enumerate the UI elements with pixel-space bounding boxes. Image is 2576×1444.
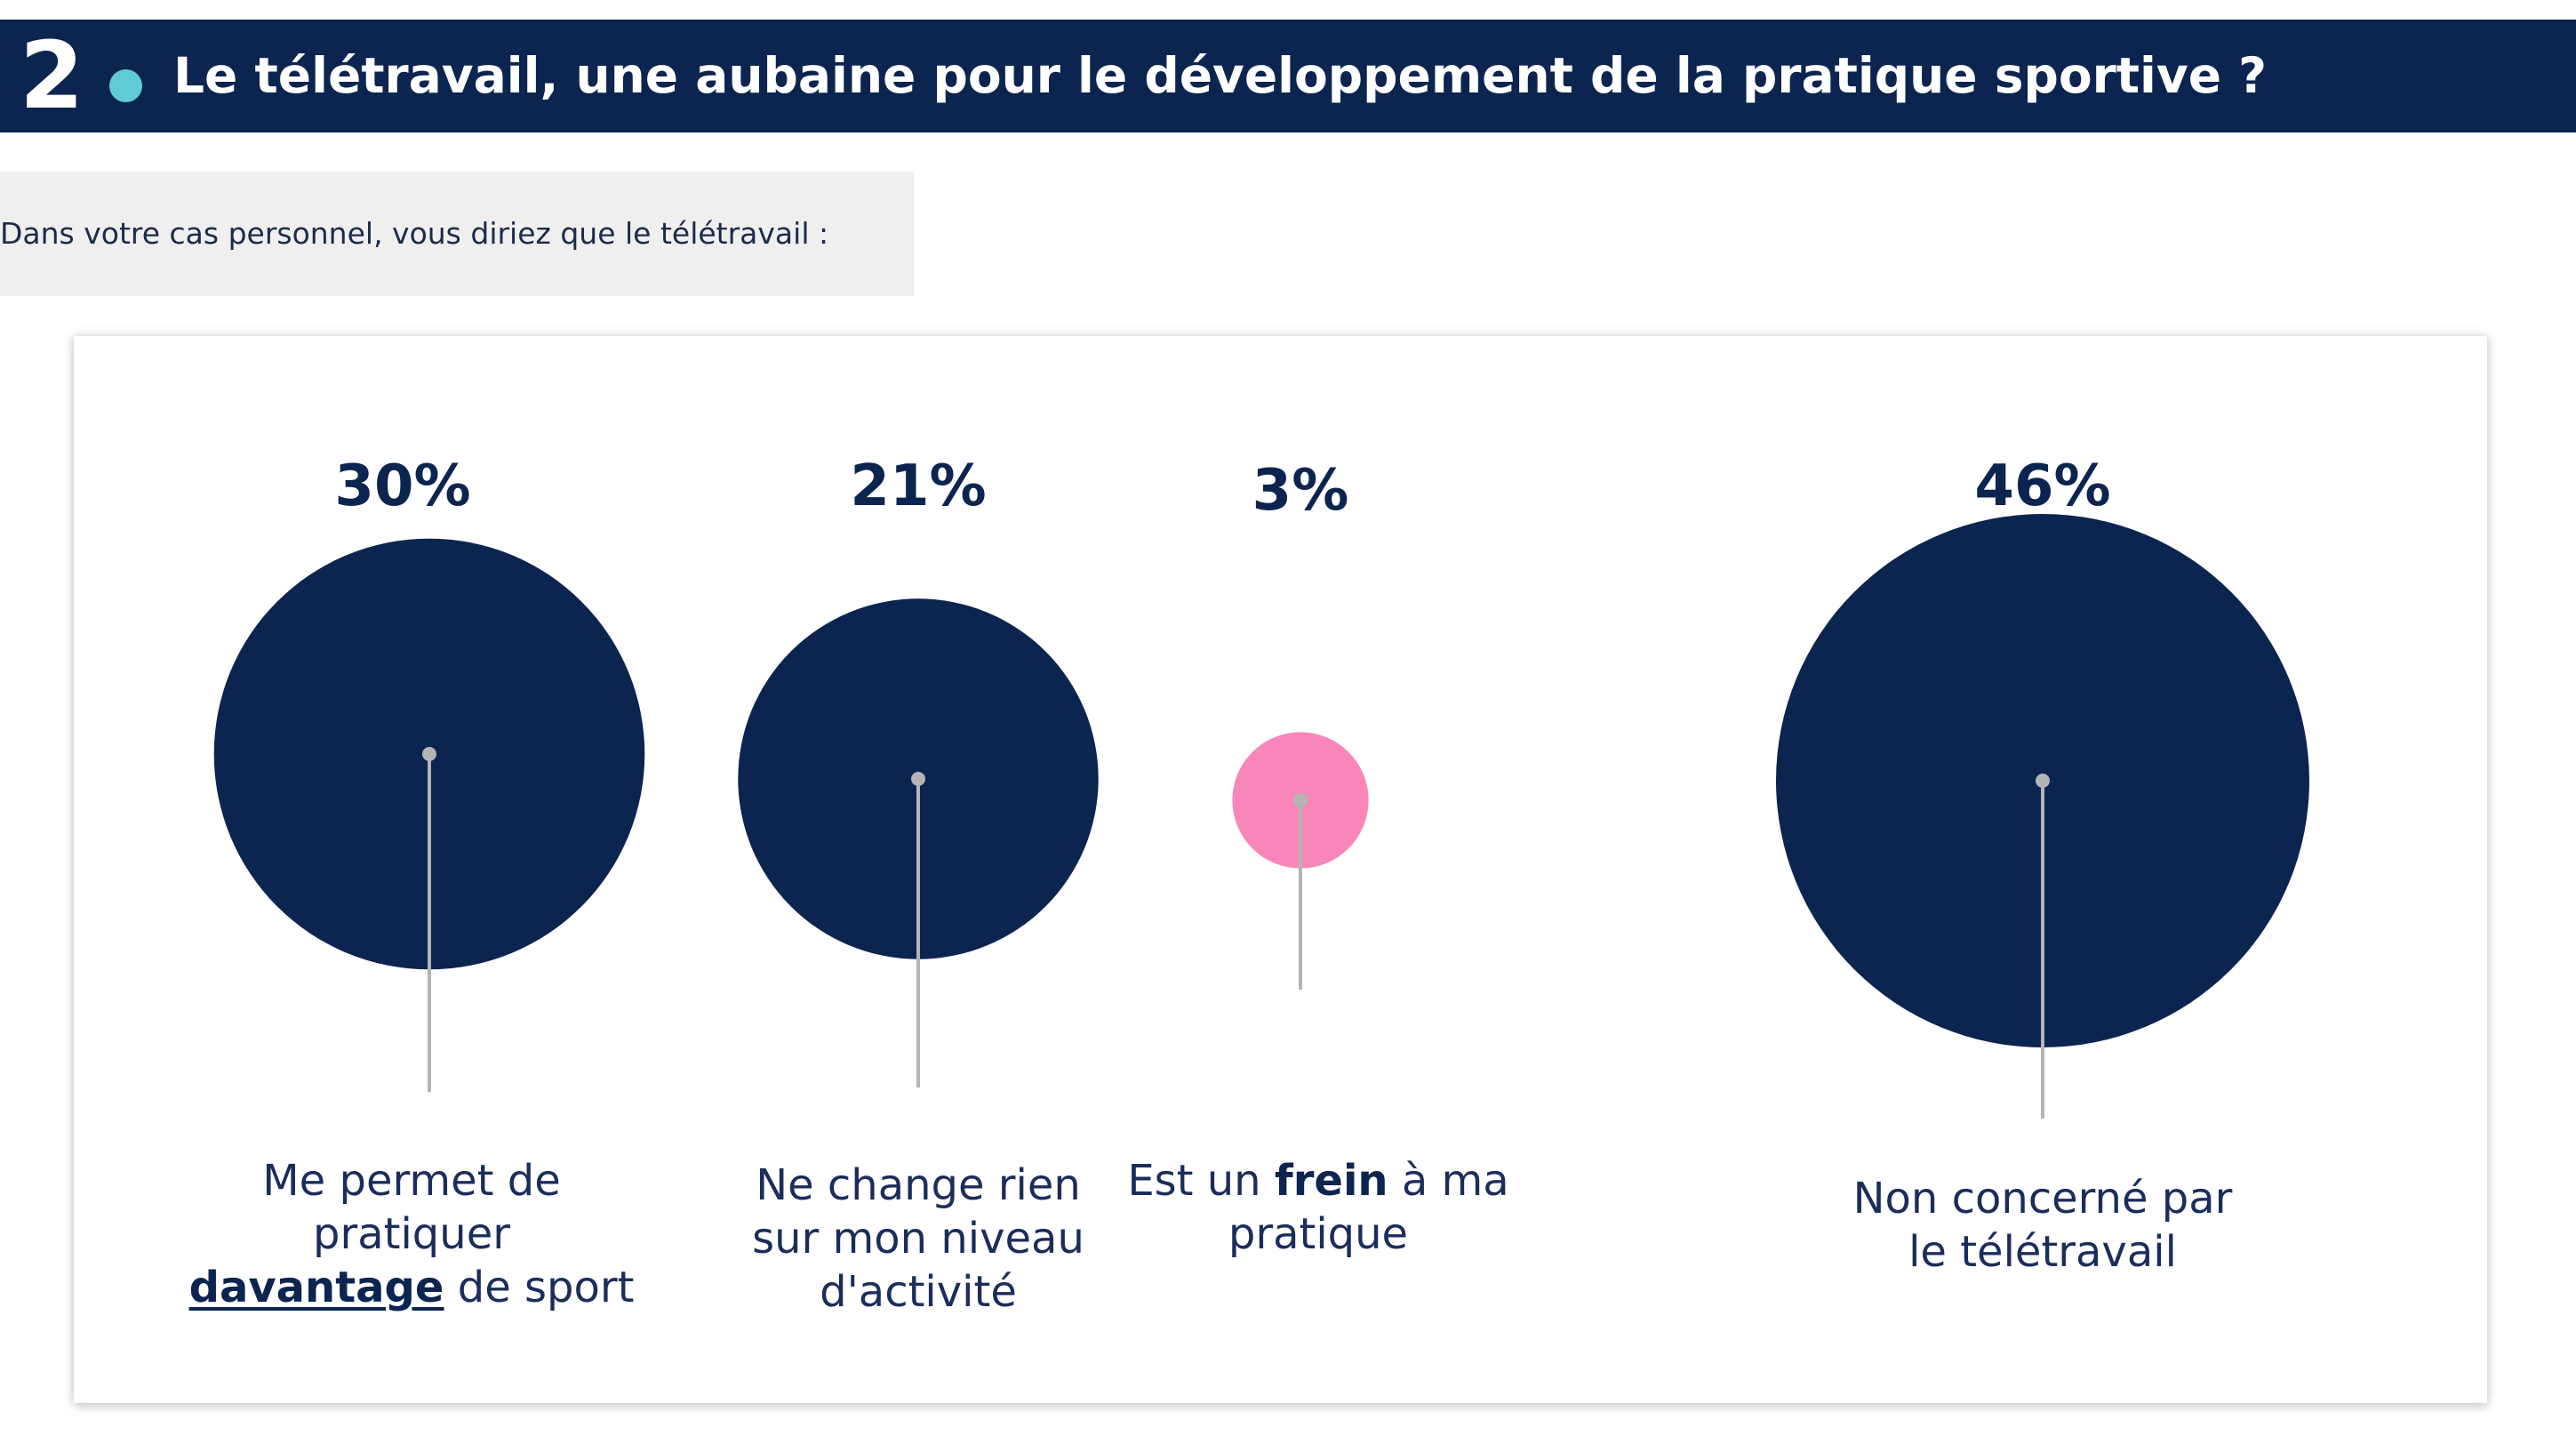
value-label: 46%	[1974, 453, 2110, 519]
category-label-part: de sport	[444, 1263, 635, 1312]
category-label-part: Me permet de	[262, 1156, 561, 1206]
category-label-part: pratiquer	[313, 1209, 510, 1259]
bubble-group: 46%	[1776, 453, 2309, 1119]
header-banner: 2 Le télétravail, une aubaine pour le dé…	[0, 20, 2576, 132]
bubble-center-dot	[911, 772, 925, 786]
category-label-part: davantage	[188, 1263, 444, 1312]
category-label: Non concerné par le télétravail	[1794, 1172, 2292, 1279]
category-label-part: d'activité	[820, 1267, 1017, 1317]
chart-card: 30% 21% 3% 46% Me permet de pratiquer davanta…	[74, 336, 2487, 1403]
category-label: Me permet de pratiquer davantage de sport	[145, 1154, 678, 1314]
category-label-part: Non concerné par	[1852, 1174, 2233, 1223]
bubble-group: 3%	[1232, 458, 1369, 990]
value-label: 21%	[850, 453, 986, 519]
category-label-part: à ma	[1388, 1156, 1509, 1206]
category-label-part: le télétravail	[1908, 1227, 2177, 1277]
value-label: 30%	[334, 453, 470, 519]
bullet-dot-icon	[109, 69, 142, 102]
question-text: Dans votre cas personnel, vous diriez qu…	[0, 216, 829, 251]
category-label-part: pratique	[1228, 1209, 1409, 1259]
bubble-group: 30%	[213, 453, 645, 1092]
value-label: 3%	[1252, 458, 1349, 524]
bubble-center-dot	[422, 747, 436, 761]
question-box: Dans votre cas personnel, vous diriez qu…	[0, 172, 914, 296]
bubble-chart: 30% 21% 3% 46%	[213, 453, 2309, 1119]
bubble-center-dot	[1293, 793, 1308, 807]
page-title: Le télétravail, une aubaine pour le déve…	[173, 47, 2268, 104]
category-label-part: sur mon niveau	[752, 1214, 1084, 1264]
category-label: Ne change rien sur mon niveau d'activité	[687, 1159, 1149, 1319]
category-label-part: frein	[1274, 1156, 1388, 1206]
category-label-part: Est un	[1127, 1156, 1275, 1206]
category-label: Est un frein à ma pratique	[1096, 1154, 1540, 1261]
bubble-center-dot	[2036, 774, 2050, 788]
section-number: 2	[20, 21, 84, 130]
bubble-group: 21%	[738, 453, 1099, 1087]
category-label-part: Ne change rien	[756, 1160, 1081, 1210]
